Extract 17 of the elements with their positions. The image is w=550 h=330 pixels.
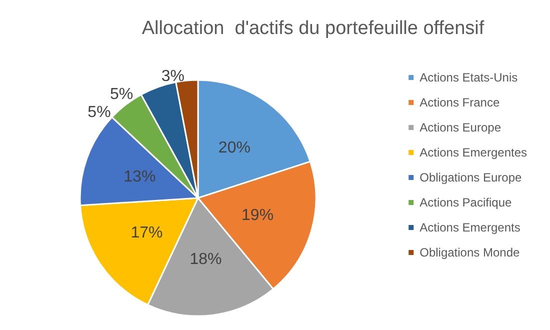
data-label: 18% bbox=[190, 251, 222, 268]
legend-label: Actions Emergents bbox=[420, 220, 520, 234]
chart-title: Allocation d'actifs du portefeuille offensif bbox=[142, 18, 485, 39]
data-label: 5% bbox=[88, 104, 111, 122]
legend-label: Obligations Europe bbox=[420, 170, 522, 184]
data-label: 20% bbox=[218, 139, 250, 156]
data-label: 17% bbox=[130, 224, 163, 242]
legend-label: Actions France bbox=[420, 96, 500, 110]
data-label: 19% bbox=[242, 206, 274, 224]
legend-label: Actions Emergentes bbox=[420, 146, 528, 160]
data-label: 5% bbox=[110, 86, 134, 104]
legend-label: Obligations Monde bbox=[420, 246, 520, 260]
data-label: 13% bbox=[124, 168, 156, 186]
legend-label: Actions Etats-Unis bbox=[420, 70, 518, 84]
legend-label: Actions Pacifique bbox=[420, 196, 512, 210]
data-label: 3% bbox=[161, 68, 185, 86]
legend-label: Actions Europe bbox=[420, 120, 502, 134]
